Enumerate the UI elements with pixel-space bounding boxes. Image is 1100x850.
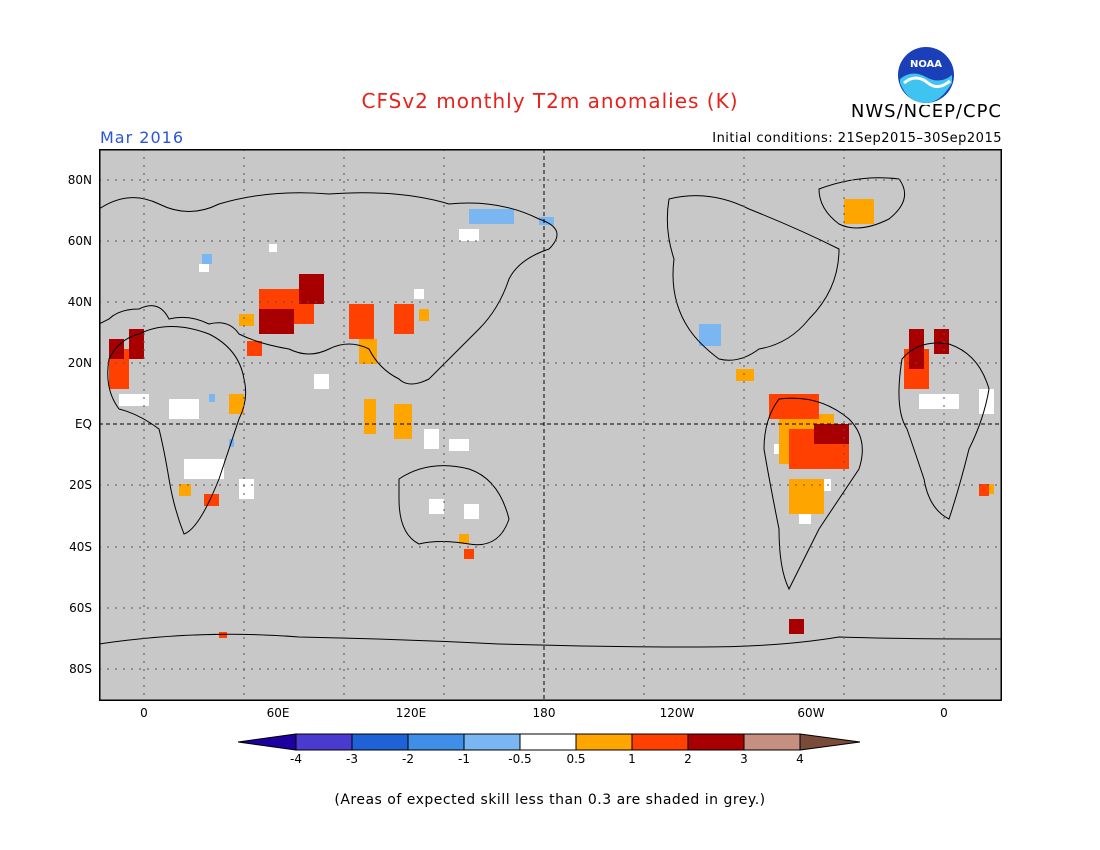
colorbar-swatch-8 [687, 733, 745, 751]
map-title: CFSv2 monthly T2m anomalies (K) [361, 89, 739, 113]
lat-label-20s: 20S [69, 478, 92, 492]
reference-lines [99, 149, 1002, 701]
colorbar-label-8: 2 [684, 752, 692, 766]
colorbar-swatch-1 [295, 733, 353, 751]
world-map [99, 149, 1002, 701]
colorbar-swatch-7 [631, 733, 689, 751]
colorbar-label-4: -1 [458, 752, 470, 766]
lat-label-80n: 80N [67, 173, 92, 187]
map-background [99, 149, 1002, 701]
logo-text: NOAA [910, 59, 942, 70]
colorbar-label-6: 0.5 [566, 752, 586, 766]
colorbar-swatch-4 [463, 733, 521, 751]
colorbar-label-5: -0.5 [508, 752, 532, 766]
lon-label-120e: 120E [395, 706, 427, 720]
lat-label-40s: 40S [69, 540, 92, 554]
colorbar-label-7: 1 [628, 752, 636, 766]
lat-label-20n: 20N [67, 356, 92, 370]
colorbar-label-10: 4 [796, 752, 804, 766]
skill-note: (Areas of expected skill less than 0.3 a… [334, 792, 766, 808]
lat-label-60s: 60S [69, 601, 92, 615]
colorbar-label-3: -2 [402, 752, 414, 766]
colorbar-swatch-3 [407, 733, 465, 751]
lat-label-80s: 80S [69, 662, 92, 676]
colorbar-swatch-6 [575, 733, 633, 751]
colorbar-label-2: -3 [346, 752, 358, 766]
colorbar-swatch-5 [519, 733, 577, 751]
lon-label-120w: 120W [659, 706, 695, 720]
coastlines [99, 177, 1002, 701]
lon-label-60w: 60W [797, 706, 825, 720]
valid-month: Mar 2016 [100, 128, 184, 147]
map-frame [99, 149, 1002, 701]
initial-conditions: Initial conditions: 21Sep2015–30Sep2015 [712, 131, 1002, 146]
lat-label-60n: 60N [67, 234, 92, 248]
colorbar-swatch-9 [743, 733, 801, 751]
org-label: NWS/NCEP/CPC [850, 101, 1002, 122]
lon-label-60e: 60E [266, 706, 290, 720]
noaa-logo: NOAA [896, 45, 956, 105]
lon-label-0-right: 0 [940, 706, 948, 720]
lat-label-eq: EQ [74, 417, 92, 431]
colorbar-swatch-high-arrow [799, 733, 861, 751]
lat-label-40n: 40N [67, 295, 92, 309]
colorbar-swatch-2 [351, 733, 409, 751]
colorbar-label-9: 3 [740, 752, 748, 766]
colorbar-label-1: -4 [290, 752, 302, 766]
anomaly-patches [109, 199, 994, 638]
lon-label-0: 0 [140, 706, 148, 720]
colorbar-swatch-low-arrow [238, 733, 297, 751]
lon-label-180: 180 [532, 706, 556, 720]
colorbar [238, 733, 861, 751]
gridlines [99, 149, 1002, 701]
